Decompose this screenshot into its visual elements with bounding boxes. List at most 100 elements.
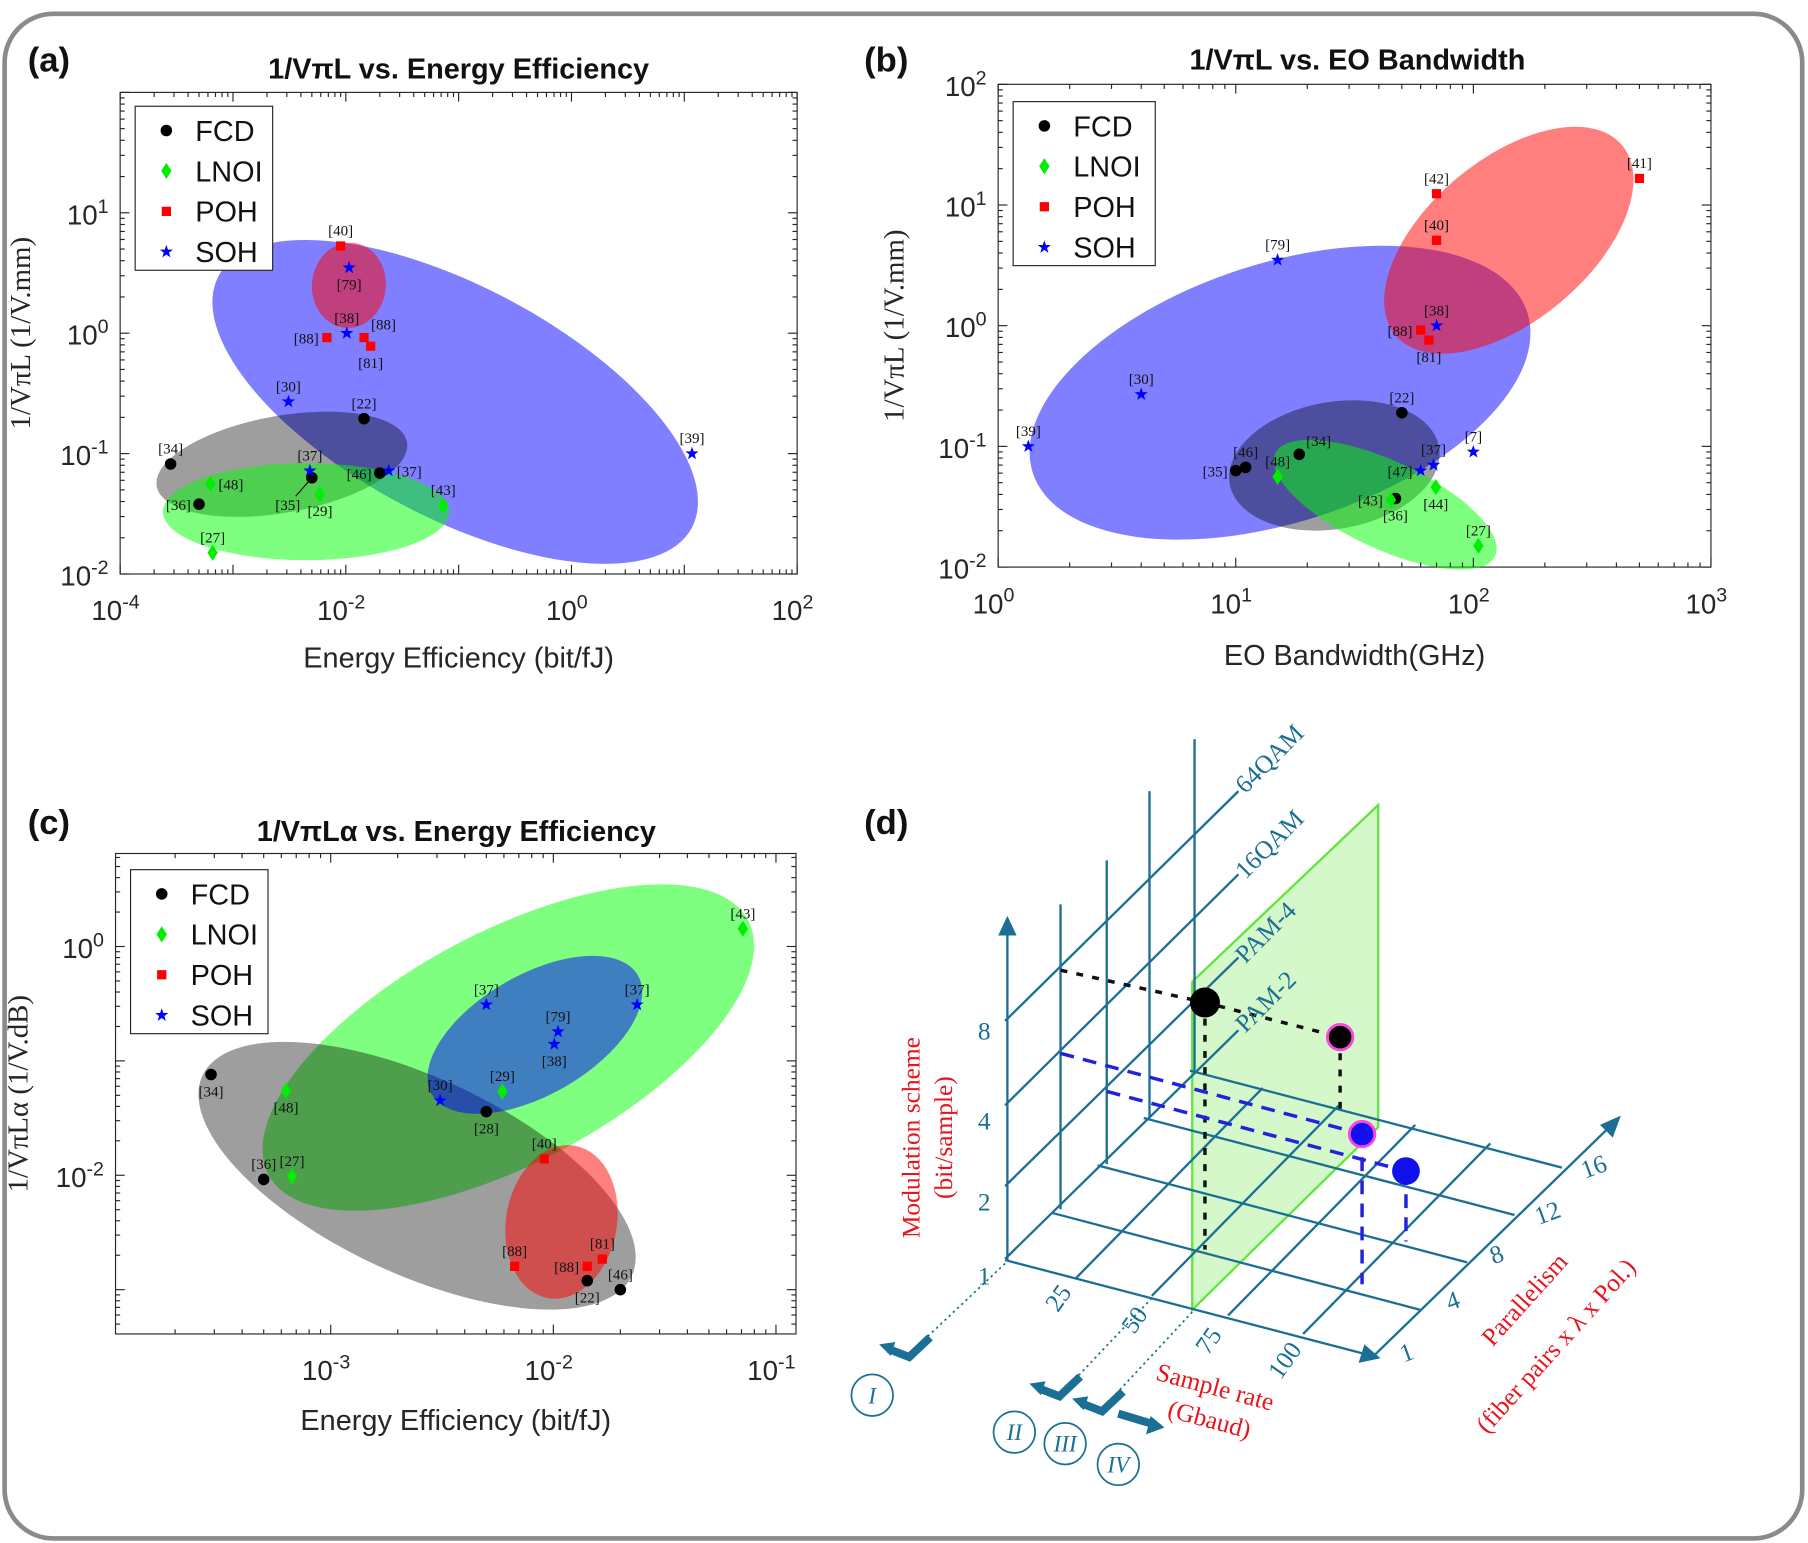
diagram-d: [879, 739, 1621, 1435]
data-point: [1385, 491, 1397, 509]
data-point: [1473, 537, 1484, 554]
legend-marker-poh: [161, 206, 171, 216]
x-tick-label: 103: [1685, 585, 1727, 620]
panel-label-b: (b): [864, 42, 908, 80]
data-point: [509, 1261, 520, 1271]
point-label: [40]: [328, 224, 353, 240]
point-label: [27]: [200, 530, 225, 546]
data-point: [281, 394, 296, 408]
legend-entry: POH: [1073, 192, 1136, 224]
chart-b: 100 101 102 103 10-2 10-1 100 101 102 [22] [34] [35…: [878, 44, 1727, 672]
path-marker-circle: [850, 1373, 894, 1417]
modulation-axis-title: Modulation scheme: [898, 1037, 926, 1238]
data-point: [1293, 448, 1306, 461]
legend-marker-poh: [157, 970, 167, 980]
y-tick-label: 10-1: [60, 437, 108, 472]
data-point: [1414, 463, 1428, 477]
series-lnoi: [48] [29] [27] [43]: [200, 475, 456, 561]
data-point: [280, 1082, 292, 1099]
data-point: [359, 332, 369, 343]
parallelism-axis-arrowhead: [1600, 1115, 1621, 1138]
x-axis-label: Energy Efficiency (bit/fJ): [300, 1405, 611, 1437]
point-label: [88]: [502, 1244, 527, 1260]
point-label: [30]: [276, 379, 301, 395]
legend-marker-fcd: [155, 888, 168, 900]
legend: FCD LNOI POH SOH: [1012, 101, 1156, 267]
point-label: [88]: [371, 317, 396, 333]
point-label: [46]: [347, 467, 372, 483]
data-point: [438, 497, 449, 514]
operating-point-blue: [1392, 1157, 1420, 1185]
sample-rate-axis: [1004, 1258, 1369, 1356]
data-point: [1634, 173, 1645, 184]
y-tick-label: 10-2: [60, 557, 108, 592]
point-label: [36]: [1383, 508, 1408, 524]
path-arrow-icon: [1037, 1373, 1083, 1402]
data-point: [1466, 444, 1480, 458]
point-label: [27]: [279, 1154, 304, 1170]
point-label: [43]: [730, 906, 755, 922]
point-label: [39]: [1016, 424, 1041, 440]
cluster-region-soh: [427, 955, 643, 1114]
point-label: [46]: [608, 1267, 633, 1283]
point-label: [36]: [251, 1157, 276, 1173]
point-label: [44]: [1423, 497, 1448, 513]
point-label: [34]: [199, 1084, 224, 1100]
cluster-region-poh: [1384, 126, 1634, 354]
series-soh: [79] [38] [30] [37] [37] [39]: [276, 260, 705, 481]
series-lnoi: [48] [27] [29] [43]: [274, 906, 755, 1185]
path-marker-label: III: [1053, 1431, 1078, 1457]
y-tick-label: 10-2: [938, 550, 986, 585]
point-label: [88]: [294, 331, 319, 347]
data-point: [1021, 439, 1035, 453]
point-label: [35]: [1203, 464, 1228, 480]
axis-ticks: [119, 91, 798, 575]
data-point: [1271, 253, 1285, 266]
data-point: [480, 1105, 493, 1118]
series-fcd: [34] [36] [28] [22] [46]: [199, 1068, 633, 1307]
y-axis-label: 1/VπL (1/V.mm): [878, 229, 910, 422]
point-label: [48]: [218, 478, 243, 494]
legend: FCD LNOI POH SOH: [129, 869, 269, 1035]
data-point: [479, 997, 493, 1011]
data-point: [539, 1154, 549, 1164]
sample-rate-plane: [1191, 802, 1380, 1313]
point-label: [81]: [590, 1237, 615, 1253]
data-point: [1272, 468, 1283, 485]
point-label: [22]: [1389, 390, 1414, 406]
floor-grid-line: [1051, 1211, 1421, 1311]
sample-rate-axis-arrowhead: [1358, 1344, 1381, 1363]
series-poh: [40] [88] [88] [81]: [502, 1137, 615, 1277]
floor-grid-line: [1097, 1164, 1468, 1264]
data-point: [382, 463, 396, 477]
legend-entry: LNOI: [191, 920, 258, 952]
data-point: [685, 446, 699, 460]
axis-ticks: [115, 853, 796, 1334]
legend-marker-soh: [1037, 240, 1051, 253]
modulation-tick-label: 8: [978, 1017, 991, 1045]
data-point: [322, 332, 332, 343]
data-point: [1426, 458, 1441, 471]
axis-ticks: [997, 83, 1712, 568]
legend: FCD LNOI POH SOH: [134, 105, 274, 271]
point-label: [27]: [1466, 523, 1491, 539]
point-label: [46]: [1233, 445, 1258, 461]
point-label: [81]: [358, 356, 383, 372]
data-point: [314, 486, 326, 503]
point-label: [79]: [1265, 238, 1290, 254]
data-point: [1396, 406, 1408, 419]
point-label: [79]: [546, 1009, 571, 1025]
modulation-tick-label: 2: [978, 1188, 991, 1216]
x-tick-label: 10-1: [747, 1352, 795, 1387]
data-point: [336, 241, 346, 251]
data-point: [164, 458, 177, 470]
data-point: [340, 326, 354, 339]
data-point: [358, 412, 370, 425]
operating-point-blue-highlighted: [1347, 1120, 1377, 1149]
path-guide-line: [923, 1262, 1006, 1341]
modulation-axis-arrowhead: [998, 915, 1017, 936]
path-arrow-icon: [1079, 1388, 1126, 1417]
chart-c: 10-3 10-2 10-110-2100[34][36][28][22][46][…: [3, 816, 797, 1437]
